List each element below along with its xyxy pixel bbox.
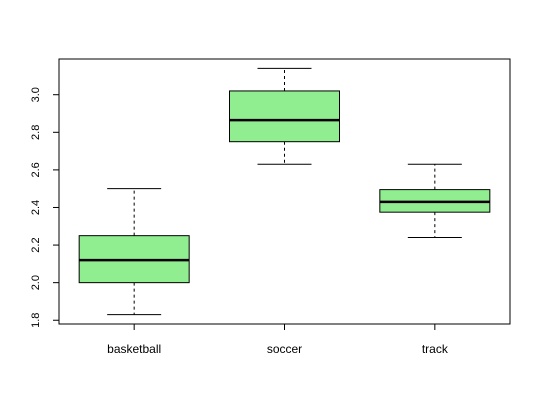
y-tick-label: 2.2 (30, 237, 42, 252)
boxes-layer (78, 67, 491, 316)
box-soccer (229, 67, 340, 165)
y-tick-label: 2.4 (30, 200, 42, 215)
y-axis: 1.8 2.0 2.2 2.4 2.6 2.8 3.0 (30, 87, 60, 328)
y-tick-label: 1.8 (30, 313, 42, 328)
x-tick-label: basketball (107, 342, 161, 356)
y-tick-label: 3.0 (30, 87, 42, 102)
x-tick-label: track (422, 342, 449, 356)
x-axis: basketball soccer track (107, 323, 449, 356)
y-tick-label: 2.8 (30, 125, 42, 140)
y-tick-label: 2.0 (30, 275, 42, 290)
iqr-box (229, 90, 340, 143)
box-basketball (78, 188, 190, 316)
x-tick-label: soccer (267, 342, 302, 356)
box-track (379, 163, 491, 239)
y-tick-label: 2.6 (30, 162, 42, 177)
